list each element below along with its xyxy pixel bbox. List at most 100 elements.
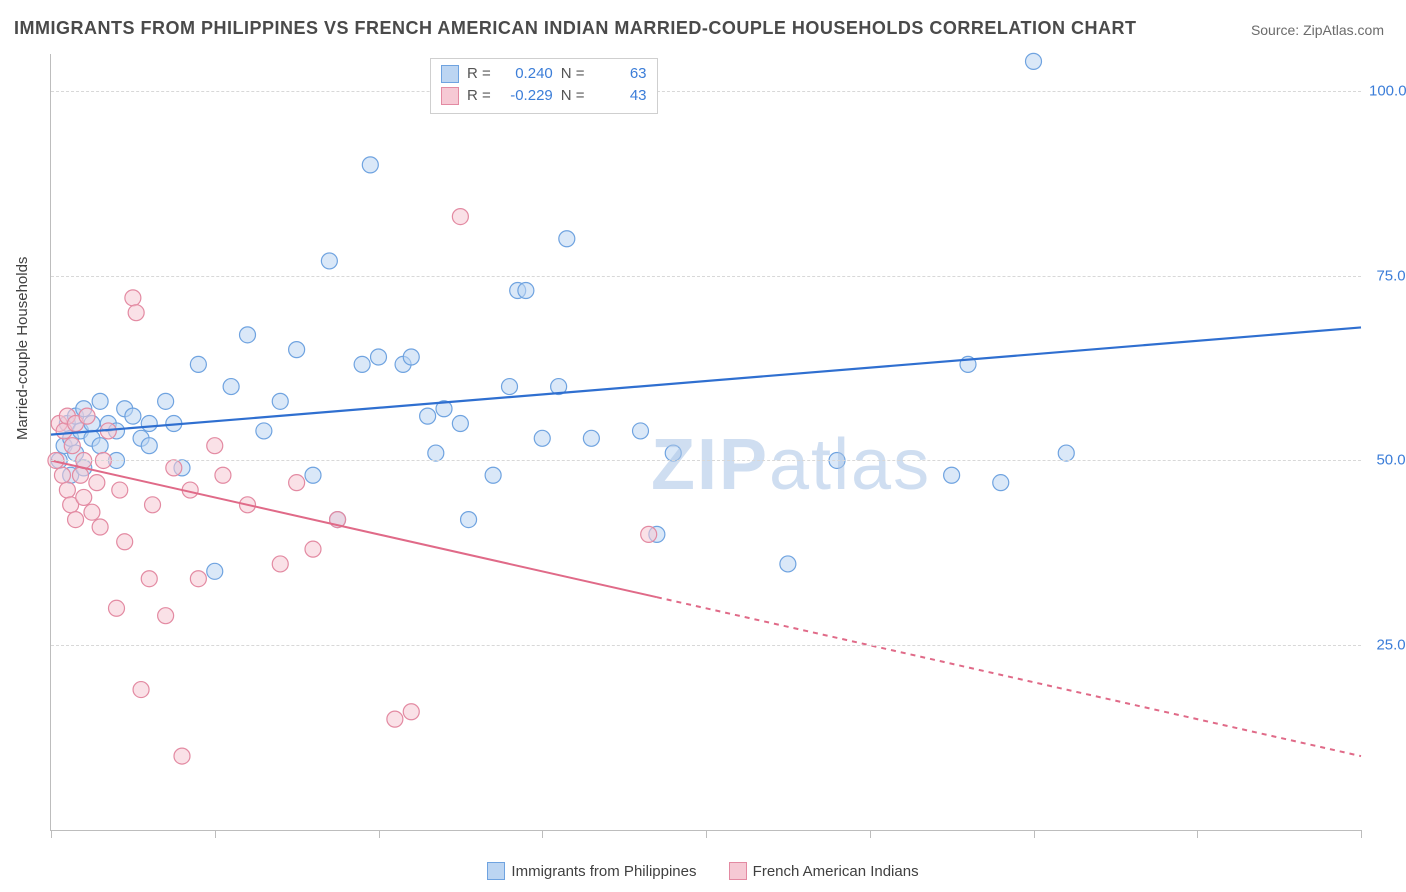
legend-swatch-blue (487, 862, 505, 880)
y-tick-label: 25.0% (1369, 637, 1406, 654)
data-point (633, 423, 649, 439)
data-point (158, 608, 174, 624)
gridline (51, 460, 1361, 461)
data-point (89, 475, 105, 491)
data-point (305, 541, 321, 557)
x-tick (706, 830, 707, 838)
data-point (190, 356, 206, 372)
x-tick (379, 830, 380, 838)
data-point (54, 467, 70, 483)
x-tick (1034, 830, 1035, 838)
chart-title: IMMIGRANTS FROM PHILIPPINES VS FRENCH AM… (14, 18, 1137, 39)
data-point (76, 489, 92, 505)
legend-label: French American Indians (753, 863, 919, 880)
n-value: 43 (593, 85, 647, 107)
gridline (51, 645, 1361, 646)
y-tick-label: 100.0% (1369, 82, 1406, 99)
legend-item-0: Immigrants from Philippines (487, 862, 696, 880)
x-tick (542, 830, 543, 838)
r-label: R = (467, 85, 491, 107)
data-point (272, 393, 288, 409)
data-point (64, 438, 80, 454)
legend-label: Immigrants from Philippines (511, 863, 696, 880)
gridline (51, 276, 1361, 277)
n-label: N = (561, 85, 585, 107)
plot-area: ZIPatlas 25.0%50.0%75.0%100.0% (50, 54, 1361, 831)
data-point (223, 379, 239, 395)
data-point (92, 393, 108, 409)
data-point (354, 356, 370, 372)
trend-line (51, 327, 1361, 434)
y-axis-label: Married-couple Households (14, 257, 31, 440)
r-value: 0.240 (499, 63, 553, 85)
data-point (518, 282, 534, 298)
data-point (502, 379, 518, 395)
n-value: 63 (593, 63, 647, 85)
x-tick (870, 830, 871, 838)
data-point (125, 290, 141, 306)
data-point (79, 408, 95, 424)
data-point (272, 556, 288, 572)
legend-stats: R = 0.240 N = 63 R = -0.229 N = 43 (430, 58, 658, 114)
data-point (534, 430, 550, 446)
data-point (583, 430, 599, 446)
data-point (305, 467, 321, 483)
legend-stats-row-0: R = 0.240 N = 63 (441, 63, 647, 85)
data-point (128, 305, 144, 321)
data-point (256, 423, 272, 439)
data-point (92, 519, 108, 535)
plot-svg (51, 54, 1361, 830)
data-point (117, 534, 133, 550)
data-point (240, 327, 256, 343)
data-point (112, 482, 128, 498)
y-tick-label: 50.0% (1369, 452, 1406, 469)
data-point (944, 467, 960, 483)
data-point (452, 209, 468, 225)
data-point (68, 512, 84, 528)
data-point (289, 342, 305, 358)
data-point (362, 157, 378, 173)
legend-swatch-pink (441, 87, 459, 105)
data-point (403, 704, 419, 720)
data-point (166, 460, 182, 476)
r-value: -0.229 (499, 85, 553, 107)
data-point (641, 526, 657, 542)
data-point (387, 711, 403, 727)
data-point (174, 748, 190, 764)
data-point (485, 467, 501, 483)
data-point (461, 512, 477, 528)
data-point (289, 475, 305, 491)
data-point (559, 231, 575, 247)
data-point (190, 571, 206, 587)
source-label: Source: ZipAtlas.com (1251, 22, 1384, 38)
data-point (1026, 53, 1042, 69)
gridline (51, 91, 1361, 92)
data-point (207, 438, 223, 454)
data-point (321, 253, 337, 269)
data-point (452, 416, 468, 432)
x-tick (51, 830, 52, 838)
data-point (665, 445, 681, 461)
data-point (403, 349, 419, 365)
n-label: N = (561, 63, 585, 85)
data-point (993, 475, 1009, 491)
data-point (72, 467, 88, 483)
data-point (207, 563, 223, 579)
x-tick (1361, 830, 1362, 838)
data-point (133, 682, 149, 698)
data-point (420, 408, 436, 424)
legend-item-1: French American Indians (729, 862, 919, 880)
data-point (428, 445, 444, 461)
trend-line-extrapolated (657, 597, 1361, 756)
data-point (84, 504, 100, 520)
data-point (158, 393, 174, 409)
x-tick (1197, 830, 1198, 838)
data-point (145, 497, 161, 513)
data-point (371, 349, 387, 365)
data-point (141, 438, 157, 454)
data-point (92, 438, 108, 454)
data-point (1058, 445, 1074, 461)
legend-swatch-pink (729, 862, 747, 880)
data-point (141, 571, 157, 587)
data-point (59, 482, 75, 498)
